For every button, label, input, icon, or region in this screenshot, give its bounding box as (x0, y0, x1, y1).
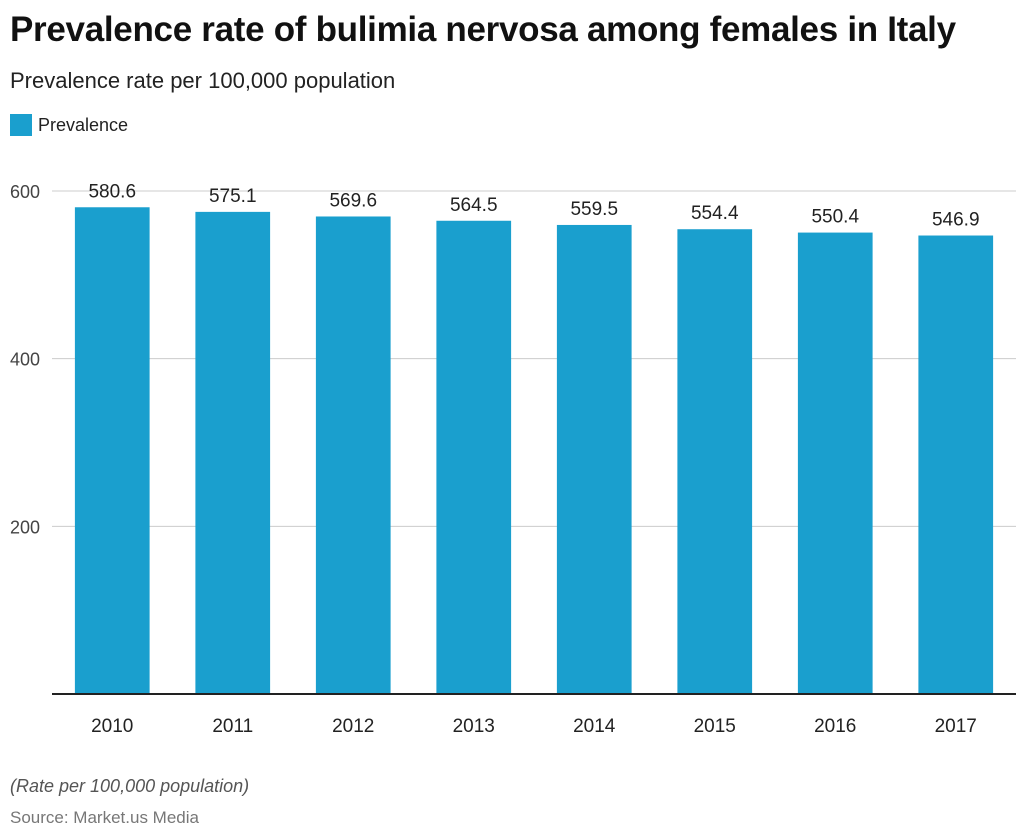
chart-title: Prevalence rate of bulimia nervosa among… (10, 10, 956, 49)
x-tick-label: 2010 (91, 716, 133, 737)
x-tick-label: 2017 (935, 716, 977, 737)
data-label: 554.4 (691, 203, 739, 224)
x-tick-label: 2012 (332, 716, 374, 737)
data-label: 550.4 (811, 207, 859, 228)
legend-label: Prevalence (38, 114, 129, 135)
data-label: 564.5 (450, 195, 498, 216)
chart-subtitle: Prevalence rate per 100,000 population (10, 68, 396, 93)
x-tick-label: 2013 (453, 716, 495, 737)
bar (195, 211, 271, 694)
legend: Prevalence (10, 114, 128, 136)
bar-chart: 200 400 600 580.6 2010 575.1 2011 569.6 2012 564.… (10, 181, 1016, 737)
data-label: 546.9 (932, 210, 980, 231)
legend-swatch (10, 114, 32, 136)
data-label: 575.1 (209, 186, 257, 207)
x-tick-label: 2015 (694, 716, 736, 737)
source-text: Source: Market.us Media (10, 808, 199, 827)
x-tick-label: 2011 (212, 716, 253, 737)
y-tick-label: 600 (10, 182, 40, 202)
bar (677, 229, 753, 694)
y-tick-label: 400 (10, 350, 40, 370)
bar (918, 235, 994, 694)
bar (556, 224, 632, 694)
bar (315, 216, 391, 694)
y-tick-label: 200 (10, 517, 40, 537)
bar (797, 232, 873, 694)
x-tick-label: 2014 (573, 716, 616, 737)
data-label: 559.5 (570, 199, 618, 220)
bar (436, 220, 512, 694)
footnote: (Rate per 100,000 population) (10, 776, 250, 796)
data-label: 569.6 (329, 190, 377, 211)
bar (74, 207, 150, 694)
data-label: 580.6 (88, 181, 136, 202)
x-tick-label: 2016 (814, 716, 856, 737)
